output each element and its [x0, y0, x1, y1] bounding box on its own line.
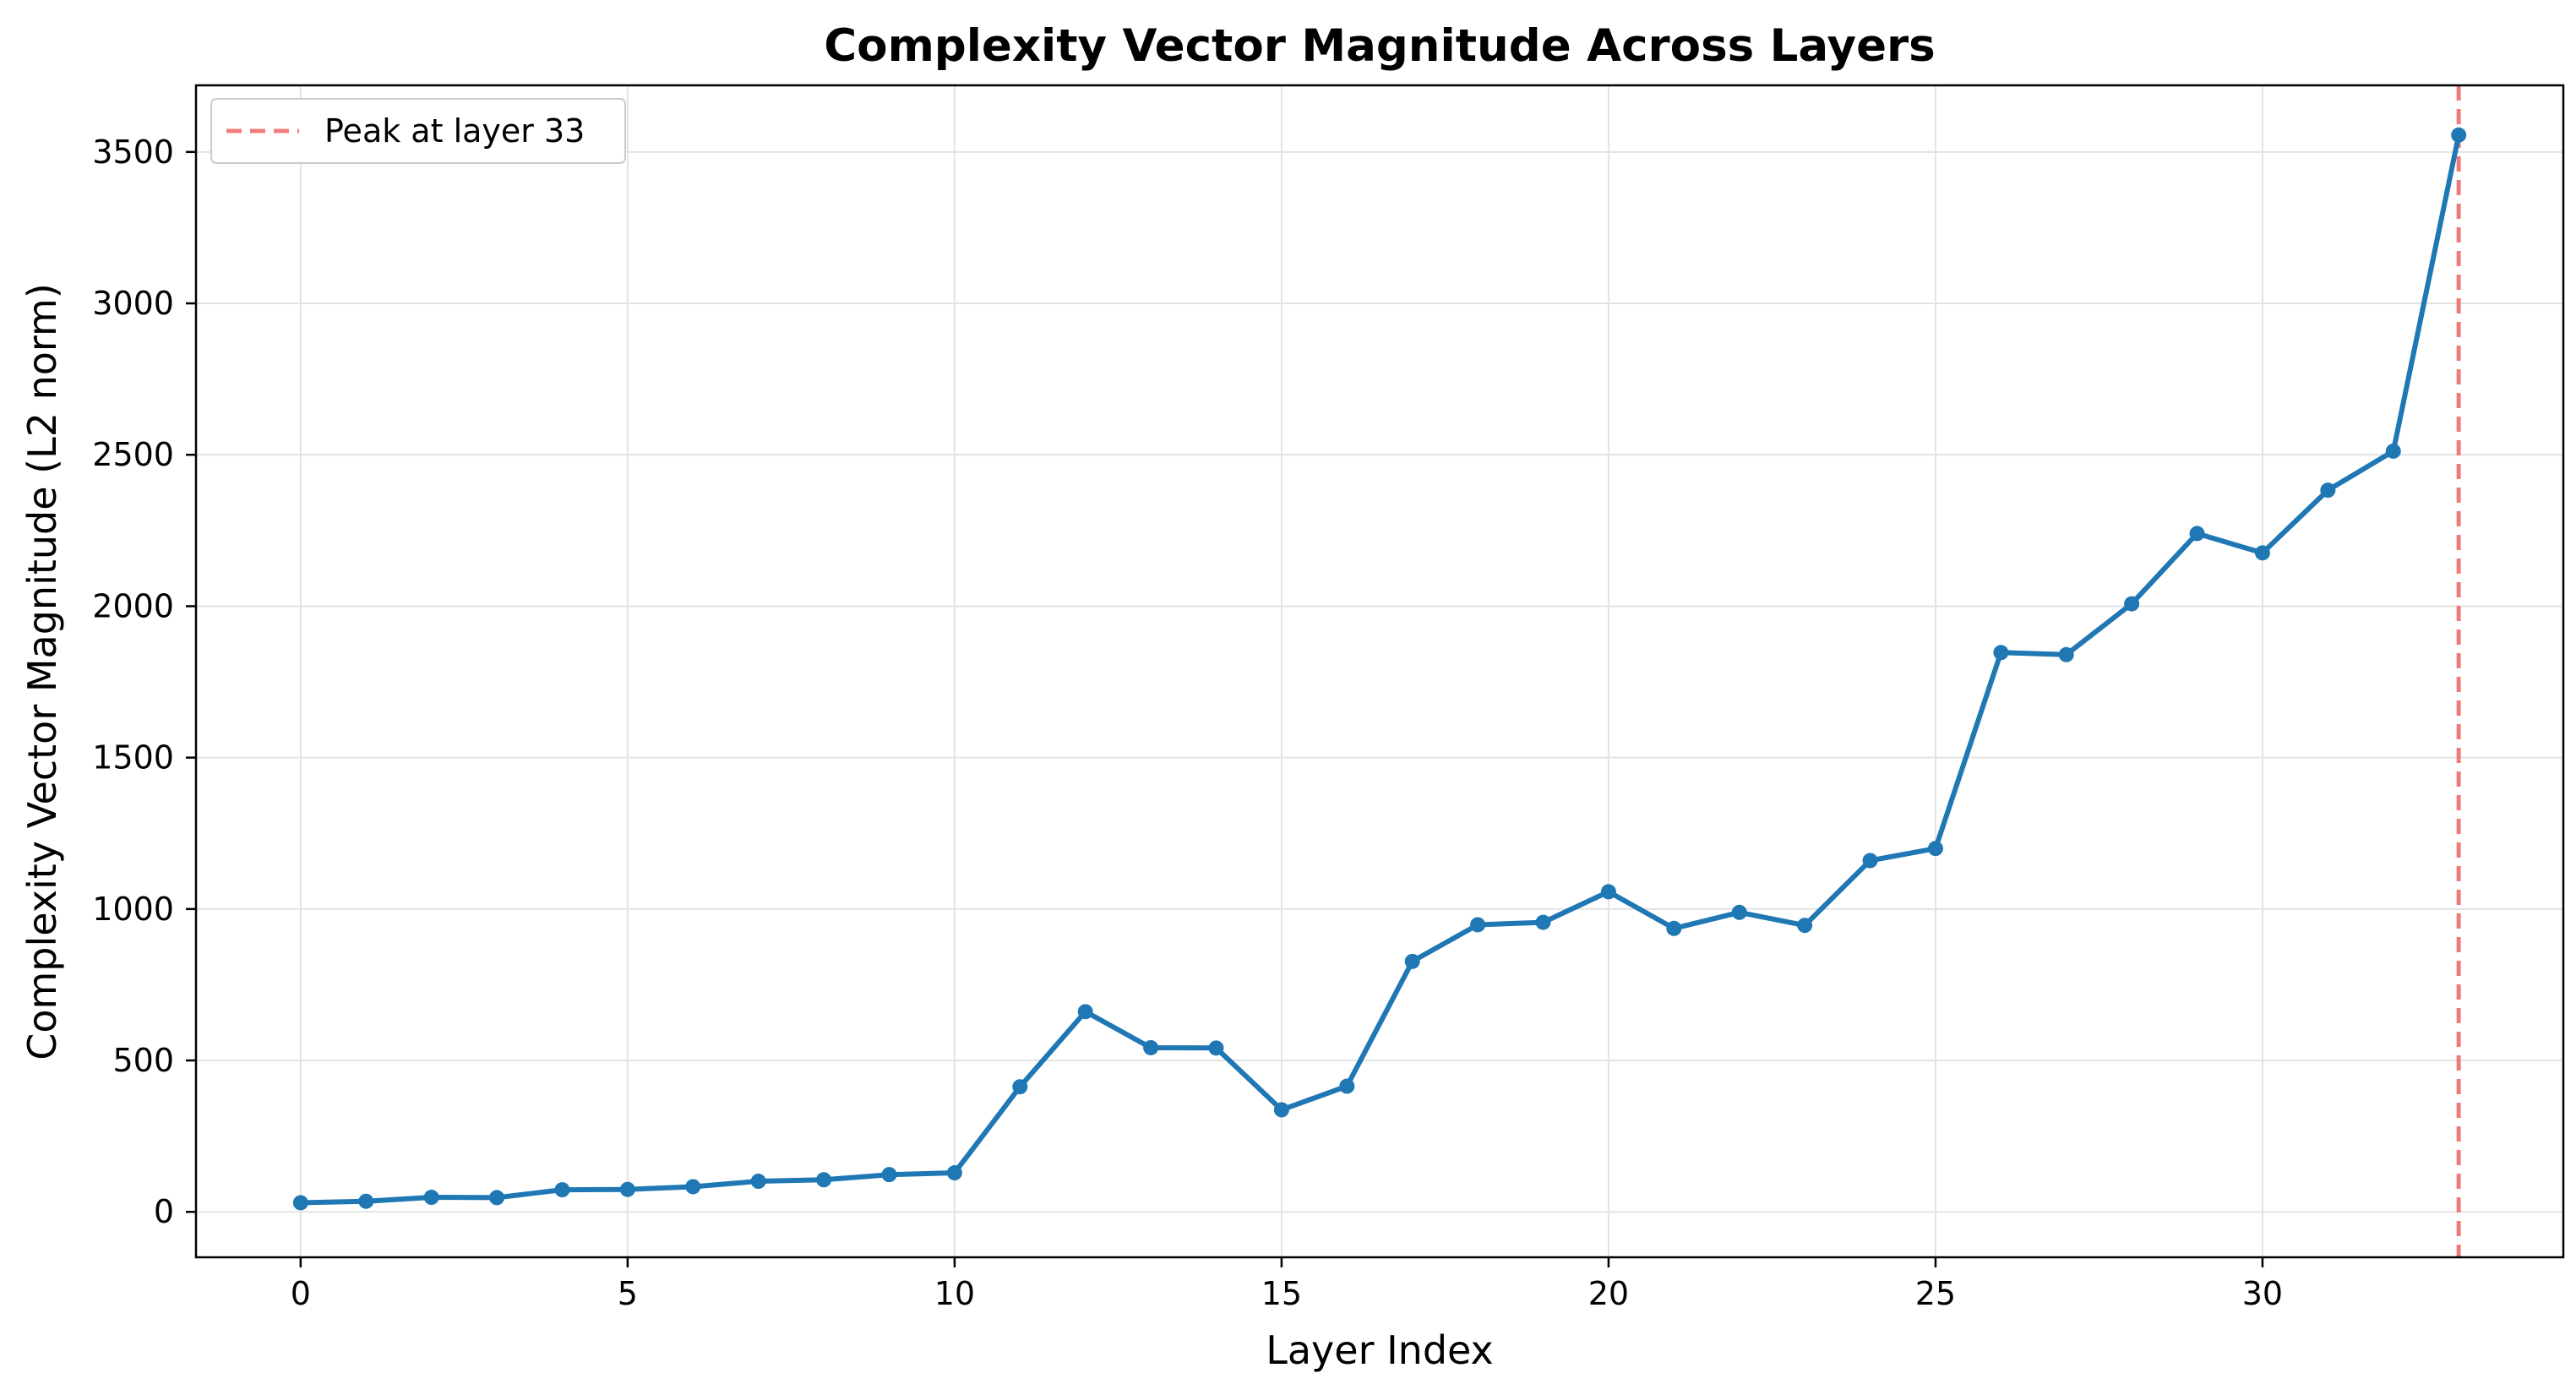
y-tick-label: 500	[112, 1042, 174, 1079]
data-point	[554, 1182, 570, 1198]
data-point	[2385, 443, 2401, 459]
data-point	[1208, 1040, 1224, 1056]
data-point	[946, 1165, 962, 1181]
data-point	[685, 1179, 701, 1195]
y-tick-label: 3000	[92, 285, 174, 322]
data-point	[1273, 1102, 1289, 1118]
legend-box	[210, 98, 626, 164]
x-tick-label: 25	[1915, 1275, 1956, 1312]
data-point	[1077, 1004, 1093, 1020]
data-point	[1600, 884, 1616, 900]
y-tick-label: 2500	[92, 436, 174, 473]
x-axis-title: Layer Index	[1266, 1327, 1494, 1373]
legend: Peak at layer 33	[210, 98, 626, 164]
data-point	[292, 1195, 308, 1211]
x-tick-label: 5	[618, 1275, 638, 1312]
data-point	[1862, 853, 1878, 869]
data-point	[1012, 1079, 1028, 1095]
data-point	[423, 1190, 439, 1206]
data-point	[1535, 914, 1551, 930]
data-point	[358, 1193, 374, 1209]
x-tick-label: 20	[1588, 1275, 1629, 1312]
x-tick-label: 10	[934, 1275, 975, 1312]
data-point	[1731, 904, 1747, 920]
y-axis-title: Complexity Vector Magnitude (L2 norm)	[19, 283, 65, 1060]
x-tick-label: 15	[1261, 1275, 1302, 1312]
data-point	[2124, 596, 2140, 612]
y-tick-label: 2000	[92, 587, 174, 624]
data-point	[2451, 127, 2467, 143]
data-point	[2058, 646, 2074, 662]
data-point	[2189, 526, 2205, 542]
data-point	[881, 1167, 897, 1183]
data-point	[1927, 841, 1943, 857]
data-point	[816, 1172, 832, 1188]
data-point	[1470, 917, 1486, 933]
data-point	[489, 1190, 505, 1206]
data-point	[2320, 482, 2336, 499]
data-point	[1143, 1039, 1159, 1055]
data-point	[2254, 545, 2270, 561]
y-tick-label: 1500	[92, 739, 174, 777]
data-point	[1339, 1078, 1355, 1094]
grid-lines	[196, 85, 2563, 1257]
data-point	[750, 1174, 766, 1190]
data-point	[619, 1181, 635, 1197]
series-line	[297, 132, 2462, 1206]
data-point	[1993, 645, 2009, 661]
y-axis-ticks: 0 500 1000 1500 2000 2500 3000 3500	[92, 134, 196, 1230]
x-axis-ticks: 0 5 10 15 20 25 30	[291, 1257, 2283, 1312]
x-tick-label: 0	[291, 1275, 311, 1312]
x-tick-label: 30	[2242, 1275, 2283, 1312]
y-tick-label: 3500	[92, 134, 174, 171]
data-point	[1797, 918, 1813, 934]
chart-title: Complexity Vector Magnitude Across Layer…	[824, 20, 1935, 72]
y-tick-label: 1000	[92, 891, 174, 928]
data-point	[1666, 920, 1682, 936]
legend-entry-peak: Peak at layer 33	[324, 112, 585, 150]
plot-frame	[194, 84, 2565, 1259]
data-point	[1404, 953, 1420, 969]
y-tick-label: 0	[154, 1193, 174, 1230]
series-layer	[292, 127, 2467, 1211]
